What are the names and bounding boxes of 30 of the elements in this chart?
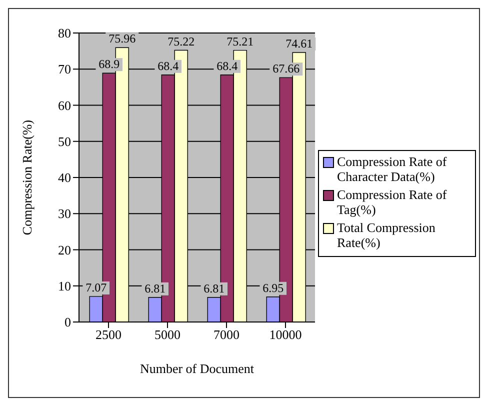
- data-label: 6.95: [262, 280, 284, 295]
- data-label: 75.96: [108, 32, 136, 46]
- data-label: 6.81: [144, 281, 166, 296]
- x-axis-title: Number of Document: [140, 361, 254, 376]
- data-label: 74.61: [286, 36, 313, 50]
- x-tick-label: 5000: [154, 327, 180, 342]
- data-label: 68.4: [158, 58, 179, 73]
- legend-label: Compression Rate of Character Data(%): [337, 154, 448, 184]
- legend-label: Total Compression Rate(%): [337, 220, 436, 250]
- data-label: 7.07: [86, 280, 107, 294]
- x-tick-label: 2500: [96, 327, 122, 342]
- y-tick-label: 30: [58, 206, 71, 222]
- y-axis-title: Compression Rate(%): [20, 120, 35, 236]
- data-label: 75.22: [168, 34, 195, 48]
- data-label: 75.21: [226, 34, 254, 48]
- y-tick-label: 0: [64, 314, 71, 330]
- y-tick-label: 40: [58, 170, 71, 186]
- legend-label: Compression Rate of Tag(%): [337, 186, 448, 216]
- y-tick-label: 20: [58, 242, 71, 258]
- y-tick-label: 60: [58, 98, 71, 113]
- x-tick-label: 10000: [269, 327, 302, 342]
- y-tick-label: 50: [58, 134, 71, 149]
- data-label: 67.66: [272, 62, 300, 76]
- data-label: 68.9: [98, 57, 120, 72]
- data-label: 68.4: [216, 58, 238, 73]
- x-tick-label: 7000: [214, 327, 240, 342]
- y-tick-label: 70: [58, 62, 71, 77]
- y-tick-label: 80: [58, 26, 71, 41]
- data-label: 6.81: [204, 281, 225, 296]
- y-tick-label: 10: [58, 278, 71, 294]
